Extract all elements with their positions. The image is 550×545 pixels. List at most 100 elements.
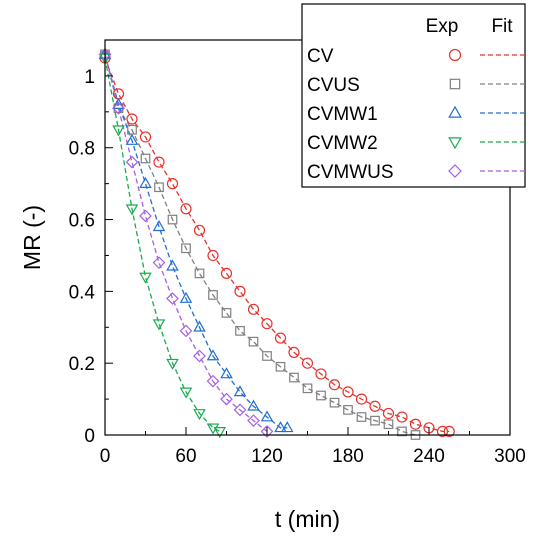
point-cv [139, 131, 152, 143]
x-axis-title: t (min) [275, 506, 340, 532]
point-cvus [275, 361, 286, 372]
point-cv [126, 113, 138, 125]
point-cvmw1 [260, 410, 274, 422]
point-cvmwus [112, 101, 125, 115]
point-cvmwus [193, 349, 206, 363]
point-cvus [370, 415, 380, 426]
legend-header-fit: Fit [491, 16, 513, 37]
point-cv [436, 425, 449, 438]
point-cvmw2 [152, 319, 166, 331]
point-cvmwus [220, 392, 233, 406]
point-cv [355, 393, 368, 405]
point-cvmw2 [112, 125, 125, 137]
point-cvmw1 [125, 133, 139, 145]
point-cvmwus [125, 155, 139, 169]
legend-header-exp: Exp [426, 16, 459, 37]
point-cvus [262, 351, 272, 361]
point-cvmw1 [206, 349, 220, 361]
point-cv [382, 407, 395, 420]
point-cvmw1 [139, 176, 152, 188]
point-cvus [140, 153, 151, 164]
y-tick-label: 0.6 [69, 211, 95, 232]
point-cvmw1 [166, 259, 179, 271]
x-tick-label: 120 [251, 446, 283, 467]
point-cv [193, 224, 206, 236]
point-cvmw1 [220, 367, 233, 379]
y-tick-label: 1 [84, 67, 95, 88]
point-cvus [194, 268, 205, 279]
legend-label-cvmw2: CVMW2 [307, 133, 378, 154]
y-tick-label: 0.4 [69, 282, 96, 303]
point-cv [166, 178, 179, 190]
point-cvmwus [233, 403, 247, 417]
point-cv [369, 400, 381, 412]
point-cv [443, 425, 455, 438]
point-cv [315, 368, 327, 380]
point-cv [220, 267, 233, 280]
legend-label-cv: CV [307, 46, 334, 67]
point-cv [274, 332, 287, 344]
point-cvmw1 [179, 291, 193, 303]
point-cv [288, 346, 300, 359]
point-cv [301, 357, 314, 369]
point-cvus [302, 383, 313, 394]
point-cvus [316, 390, 326, 401]
y-tick-label: 0.2 [69, 354, 95, 375]
y-tick-label: 0 [84, 426, 95, 447]
point-cvus [397, 426, 407, 437]
x-tick-label: 0 [100, 446, 111, 467]
point-cvus [181, 243, 191, 254]
point-cvus [329, 397, 340, 408]
fit-line-cvmw1 [104, 54, 288, 429]
point-cvmw2 [166, 358, 179, 370]
point-cvus [383, 419, 394, 430]
point-cv [409, 418, 422, 430]
x-tick-label: 300 [494, 446, 526, 467]
legend-marker-cvus [449, 78, 461, 90]
point-cvmw2 [179, 387, 193, 399]
point-cvmw2 [213, 427, 227, 439]
x-tick-label: 60 [175, 446, 196, 467]
legend-marker-cv [448, 48, 462, 62]
legend-label-cvus: CVUS [307, 75, 360, 96]
point-cvus [248, 336, 259, 347]
legend-label-cvmw1: CVMW1 [307, 104, 378, 125]
point-cvmwus [152, 256, 166, 269]
point-cv [180, 203, 192, 215]
y-axis-title: MR (-) [19, 205, 45, 270]
fit-line-cvmwus [104, 54, 268, 432]
x-tick-label: 180 [332, 446, 364, 467]
point-cvmw1 [193, 320, 206, 332]
point-cvmw1 [112, 97, 125, 109]
point-cv [247, 303, 260, 315]
axes: 0 60 120 180 240 300 0 0.2 0.4 0.6 0.8 1 t (min) MR (… [19, 39, 526, 532]
point-cvmw1 [280, 421, 294, 433]
point-cv [153, 156, 165, 168]
legend-marker-cvmw2 [448, 137, 462, 150]
point-cv [261, 318, 273, 330]
point-cvus [208, 290, 218, 300]
point-cv [234, 285, 246, 297]
point-cvmw1 [233, 385, 247, 397]
point-cvus [221, 308, 232, 318]
point-cvmw1 [274, 421, 287, 433]
data-markers [98, 47, 455, 440]
y-tick-label: 0.8 [69, 139, 95, 160]
point-cv [342, 386, 354, 398]
point-cvmwus [206, 374, 220, 388]
point-cvmwus [260, 425, 274, 438]
point-cvmwus [139, 209, 152, 223]
point-cvmw2 [193, 409, 206, 421]
point-cvus [235, 326, 245, 336]
point-cvus [343, 405, 353, 415]
x-tick-label: 240 [413, 446, 445, 467]
point-cvmwus [166, 292, 179, 305]
point-cv [207, 249, 219, 262]
legend-label-cvmwus: CVMWUS [307, 162, 394, 183]
point-cv [328, 379, 341, 391]
legend-box [301, 3, 526, 188]
point-cvus [167, 214, 178, 225]
point-cv [396, 411, 408, 423]
fit-line-cvmw2 [104, 57, 221, 432]
